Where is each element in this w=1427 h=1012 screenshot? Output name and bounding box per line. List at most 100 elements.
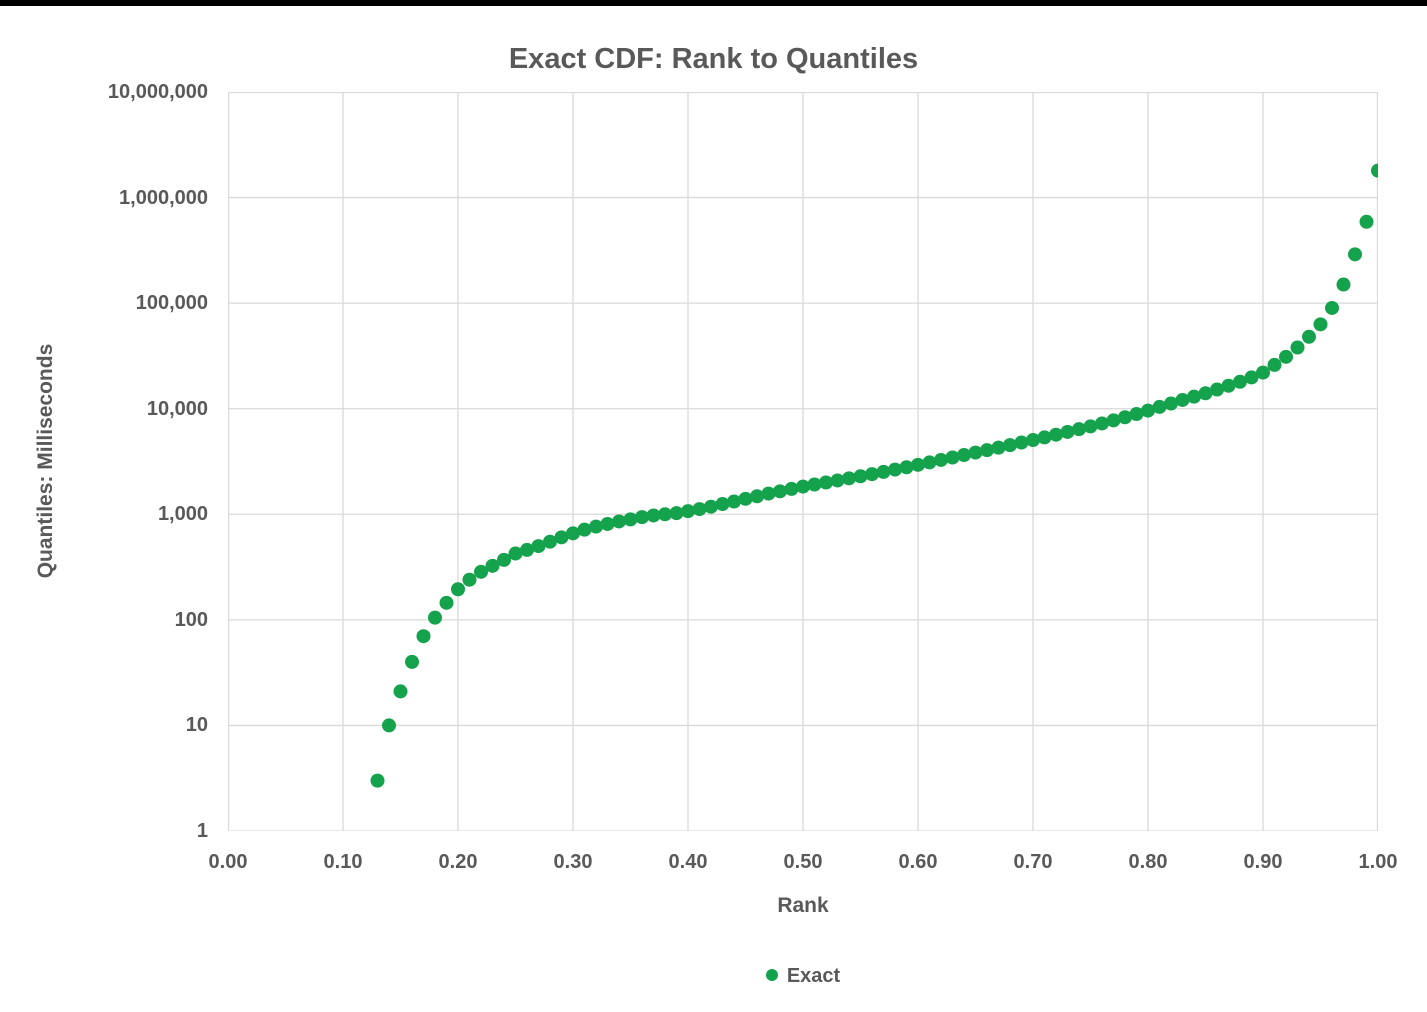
- data-point: [819, 475, 833, 490]
- data-point: [899, 460, 914, 475]
- legend-label: Exact: [786, 965, 841, 987]
- data-point: [853, 469, 868, 484]
- data-point: [1141, 403, 1155, 418]
- data-point: [1325, 300, 1339, 315]
- data-point: [922, 455, 937, 470]
- y-tick-label: 1,000,000: [119, 186, 208, 209]
- data-point: [1198, 386, 1213, 401]
- data-point: [1267, 357, 1282, 372]
- data-point: [543, 534, 557, 549]
- data-point: [612, 514, 626, 529]
- data-point: [1152, 399, 1167, 414]
- x-tick-label: 0.20: [438, 851, 478, 873]
- data-point: [807, 477, 822, 492]
- data-point: [1210, 382, 1224, 397]
- data-point: [370, 773, 385, 788]
- x-tick-label: 0.40: [668, 851, 708, 873]
- data-point: [957, 448, 971, 463]
- y-tick-label: 10,000,000: [107, 81, 208, 103]
- data-point: [646, 508, 661, 523]
- chart-legend: Exact: [228, 965, 1378, 988]
- data-point: [1095, 416, 1109, 431]
- x-axis-title: Rank: [777, 894, 829, 917]
- data-point: [773, 484, 787, 499]
- chart-title: Exact CDF: Rank to Quantiles: [508, 43, 919, 76]
- window-top-border: [0, 0, 1427, 6]
- data-point: [876, 464, 891, 479]
- data-point: [1060, 424, 1075, 439]
- data-point: [462, 572, 477, 587]
- data-point: [635, 510, 649, 525]
- y-tick-label: 1,000: [157, 503, 208, 526]
- data-point: [991, 440, 1006, 455]
- x-tick-label: 0.10: [323, 851, 363, 873]
- data-point: [428, 610, 442, 625]
- data-point: [508, 546, 523, 561]
- x-tick-label: 0.50: [783, 851, 823, 873]
- data-point: [497, 552, 511, 567]
- data-point: [1290, 340, 1305, 355]
- x-tick-label: 0.30: [553, 851, 593, 873]
- data-point: [796, 479, 810, 494]
- data-point: [865, 467, 879, 482]
- data-point: [715, 497, 730, 512]
- x-tick-label: 0.00: [208, 851, 248, 873]
- data-point: [1302, 329, 1316, 344]
- data-point: [830, 473, 845, 488]
- data-point: [1221, 378, 1236, 393]
- data-point: [577, 522, 592, 537]
- x-tick-label: 0.90: [1243, 851, 1283, 873]
- data-point: [842, 471, 856, 486]
- data-point: [1359, 214, 1374, 229]
- data-point: [911, 457, 925, 472]
- y-tick-label: 100: [174, 608, 208, 631]
- data-point: [1118, 410, 1132, 425]
- data-point: [1037, 430, 1052, 445]
- data-point: [669, 506, 684, 521]
- data-point: [1175, 392, 1190, 407]
- data-point: [1187, 389, 1201, 404]
- data-point: [531, 539, 546, 554]
- data-point: [1072, 422, 1086, 437]
- scatter-plot: [228, 92, 1378, 831]
- data-point: [520, 542, 534, 557]
- data-point: [1313, 317, 1328, 332]
- data-point: [566, 526, 580, 541]
- data-point: [393, 684, 408, 699]
- data-point: [1371, 163, 1378, 178]
- data-point: [405, 654, 419, 669]
- data-point: [692, 502, 707, 517]
- data-point: [554, 530, 569, 545]
- data-point: [704, 499, 718, 514]
- legend-marker-dot-icon: [765, 969, 778, 981]
- data-point: [1129, 407, 1144, 422]
- data-point: [750, 489, 764, 504]
- y-tick-label: 10: [185, 714, 208, 737]
- data-point: [888, 462, 902, 477]
- data-point: [738, 491, 753, 506]
- data-point: [980, 443, 994, 458]
- data-point: [485, 558, 500, 573]
- data-point: [1244, 370, 1259, 385]
- data-point: [439, 595, 454, 610]
- data-point: [623, 512, 638, 527]
- data-point: [1256, 365, 1270, 380]
- data-point: [658, 507, 672, 522]
- data-point: [416, 629, 431, 644]
- data-point: [1014, 435, 1029, 450]
- data-point: [451, 582, 465, 597]
- data-point: [1233, 374, 1247, 389]
- x-tick-label: 0.70: [1013, 851, 1053, 873]
- data-point: [968, 445, 983, 460]
- data-point: [1083, 419, 1098, 434]
- data-point: [1336, 277, 1351, 292]
- data-point: [681, 504, 695, 519]
- data-point: [1164, 396, 1178, 411]
- data-point: [934, 452, 948, 467]
- data-point: [589, 519, 603, 534]
- data-point: [1348, 247, 1362, 262]
- data-point: [945, 450, 960, 465]
- y-tick-label: 100,000: [135, 292, 208, 315]
- x-tick-label: 0.60: [898, 851, 938, 873]
- data-point: [1106, 413, 1121, 428]
